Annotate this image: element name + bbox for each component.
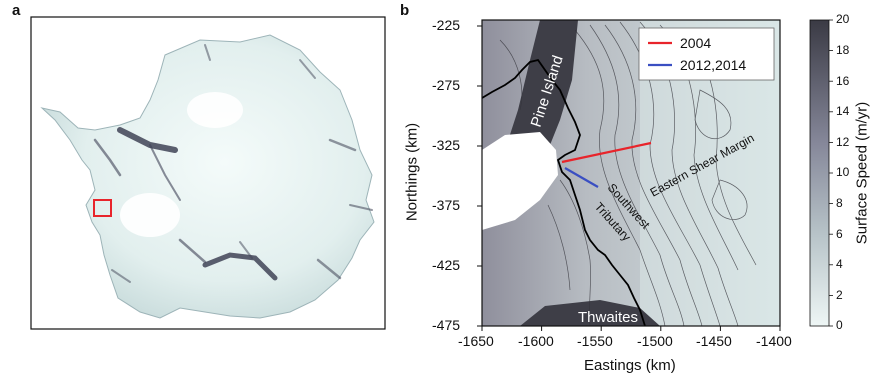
panel-b-tick-marks <box>477 25 781 331</box>
annotation-thwaites: Thwaites <box>578 309 638 326</box>
ice-streams <box>93 44 373 283</box>
colorbar-tick-label: 10 <box>836 165 850 179</box>
profile-2004 <box>561 141 652 164</box>
y-axis-title: Northings (km) <box>403 122 421 222</box>
ronne-ice-shelf <box>187 92 243 128</box>
pine-island-glacier <box>505 20 578 150</box>
colorbar-title: Surface Speed (m/yr) <box>853 101 871 245</box>
colorbar-tick-marks <box>829 19 833 327</box>
y-tick-label: -325 <box>432 137 461 153</box>
y-tick-label: -375 <box>432 197 461 213</box>
study-area-box <box>93 199 112 217</box>
legend: 2004 2012,2014 <box>638 27 775 81</box>
thwaites-glacier <box>520 300 660 326</box>
colorbar <box>809 19 830 327</box>
y-tick-label: -475 <box>432 317 461 333</box>
legend-label-2004: 2004 <box>680 35 711 51</box>
grounding-line <box>481 58 646 327</box>
x-tick-label: -1400 <box>756 333 792 349</box>
x-tick-label: -1600 <box>518 333 554 349</box>
x-tick-label: -1550 <box>577 333 613 349</box>
panel-b-frame <box>481 19 781 327</box>
colorbar-tick-label: 16 <box>836 74 850 88</box>
colorbar-tick-label: 8 <box>836 196 843 210</box>
y-tick-label: -425 <box>432 257 461 273</box>
colorbar-tick-label: 0 <box>836 318 843 332</box>
profile-2012-2014 <box>564 167 599 188</box>
ross-ice-shelf <box>120 193 180 237</box>
y-tick-label: -275 <box>432 77 461 93</box>
x-tick-label: -1450 <box>696 333 732 349</box>
legend-label-2012-2014: 2012,2014 <box>680 57 746 73</box>
antarctica-continent <box>40 34 375 319</box>
colorbar-tick-label: 4 <box>836 257 843 271</box>
colorbar-tick-label: 18 <box>836 43 850 57</box>
colorbar-tick-label: 6 <box>836 227 843 241</box>
x-tick-label: -1500 <box>637 333 673 349</box>
x-tick-label: -1650 <box>458 333 494 349</box>
colorbar-tick-label: 20 <box>836 12 850 26</box>
colorbar-tick-label: 2 <box>836 288 843 302</box>
panel-a-label: a <box>12 2 21 19</box>
y-tick-label: -225 <box>432 17 461 33</box>
x-axis-title: Eastings (km) <box>584 357 676 374</box>
colorbar-tick-label: 12 <box>836 135 850 149</box>
ice-shelf-white <box>482 132 558 230</box>
colorbar-tick-label: 14 <box>836 104 850 118</box>
panel-b-label: b <box>400 2 410 19</box>
